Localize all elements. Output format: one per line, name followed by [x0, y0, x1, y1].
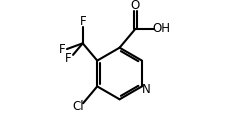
- Text: OH: OH: [152, 22, 170, 35]
- Text: O: O: [131, 0, 140, 12]
- Text: N: N: [142, 83, 150, 96]
- Text: F: F: [58, 43, 65, 55]
- Text: F: F: [65, 52, 71, 65]
- Text: Cl: Cl: [73, 100, 84, 113]
- Text: F: F: [79, 15, 86, 28]
